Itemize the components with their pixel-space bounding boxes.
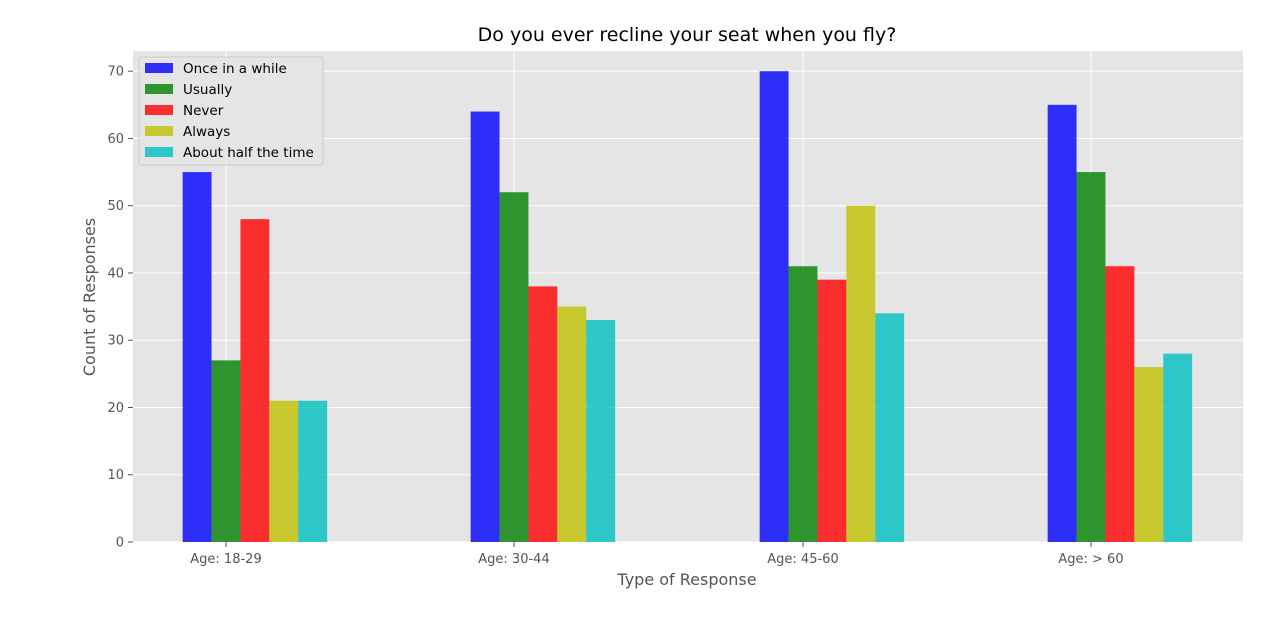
- legend-label: Usually: [183, 82, 232, 98]
- bar: [211, 360, 241, 542]
- y-axis-label: Count of Responses: [80, 218, 99, 376]
- bars-group: [182, 71, 1193, 543]
- legend-label: Never: [183, 103, 224, 119]
- bar: [1134, 367, 1164, 542]
- legend-swatch: [145, 105, 173, 115]
- bar: [1076, 172, 1106, 543]
- bar: [557, 306, 587, 542]
- bar: [846, 205, 876, 543]
- legend-label: About half the time: [183, 145, 314, 161]
- bar: [1105, 266, 1135, 542]
- legend-swatch: [145, 84, 173, 94]
- y-axis-ticks: 0 10 20 30 40 50 60 70: [107, 65, 133, 551]
- legend-swatch: [145, 126, 173, 136]
- bar: [528, 286, 558, 542]
- x-tick-label: Age: 45-60: [767, 552, 838, 567]
- legend-swatch: [145, 63, 173, 73]
- legend-swatch: [145, 147, 173, 157]
- y-tick-label: 30: [107, 334, 124, 349]
- legend-label: Always: [183, 124, 230, 140]
- x-tick-label: Age: 30-44: [478, 552, 549, 567]
- bar: [586, 320, 616, 542]
- x-tick-label: Age: 18-29: [190, 552, 261, 567]
- y-tick-label: 50: [107, 199, 124, 214]
- bar: [759, 71, 789, 542]
- bar: [1047, 104, 1077, 542]
- legend: Once in a while Usually Never Always About h…: [138, 56, 324, 166]
- y-tick-label: 20: [107, 401, 124, 416]
- bar: [788, 266, 818, 542]
- x-axis-label: Type of Response: [616, 570, 756, 589]
- chart-title: Do you ever recline your seat when you f…: [478, 24, 897, 46]
- bar: [240, 219, 270, 542]
- x-axis-ticks: Age: 18-29 Age: 30-44 Age: 45-60 Age: > 60: [190, 542, 1124, 567]
- y-tick-label: 40: [107, 266, 124, 281]
- bar: [1163, 353, 1193, 542]
- bar: [817, 279, 847, 542]
- bar: [182, 172, 212, 543]
- legend-label: Once in a while: [183, 61, 287, 77]
- y-tick-label: 10: [107, 468, 124, 483]
- y-tick-label: 0: [116, 536, 124, 551]
- y-tick-label: 60: [107, 132, 124, 147]
- legend-frame: [138, 56, 324, 166]
- bar: [875, 313, 905, 542]
- bar: [298, 400, 328, 542]
- x-tick-label: Age: > 60: [1058, 552, 1123, 567]
- y-tick-label: 70: [107, 65, 124, 80]
- bar: [499, 192, 529, 542]
- bar: [470, 111, 500, 543]
- bar: [269, 400, 299, 542]
